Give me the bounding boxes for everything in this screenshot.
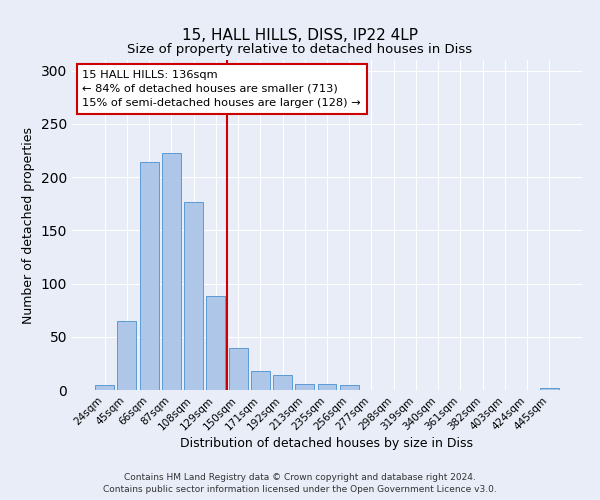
Bar <box>206 296 225 390</box>
Bar <box>251 371 270 390</box>
Bar <box>95 384 114 390</box>
Bar <box>118 321 136 390</box>
Bar <box>295 384 314 390</box>
Text: Contains HM Land Registry data © Crown copyright and database right 2024.: Contains HM Land Registry data © Crown c… <box>124 474 476 482</box>
Bar <box>273 375 292 390</box>
Bar <box>140 162 158 390</box>
Bar <box>540 388 559 390</box>
X-axis label: Distribution of detached houses by size in Diss: Distribution of detached houses by size … <box>181 438 473 450</box>
Text: Contains public sector information licensed under the Open Government Licence v3: Contains public sector information licen… <box>103 485 497 494</box>
Bar <box>184 202 203 390</box>
Bar <box>162 152 181 390</box>
Text: 15 HALL HILLS: 136sqm
← 84% of detached houses are smaller (713)
15% of semi-det: 15 HALL HILLS: 136sqm ← 84% of detached … <box>82 70 361 108</box>
Text: Size of property relative to detached houses in Diss: Size of property relative to detached ho… <box>127 42 473 56</box>
Text: 15, HALL HILLS, DISS, IP22 4LP: 15, HALL HILLS, DISS, IP22 4LP <box>182 28 418 42</box>
Bar <box>229 348 248 390</box>
Bar <box>340 384 359 390</box>
Bar <box>317 384 337 390</box>
Y-axis label: Number of detached properties: Number of detached properties <box>22 126 35 324</box>
